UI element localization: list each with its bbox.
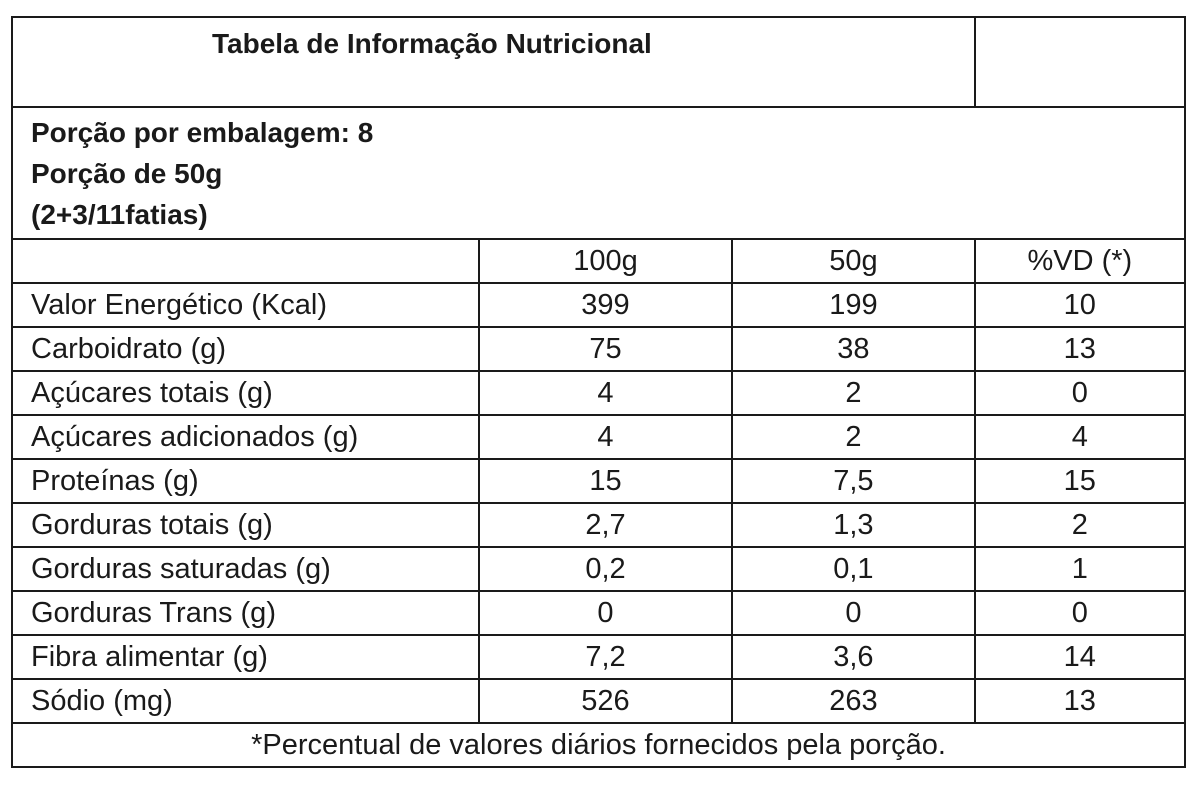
table-row: Gorduras saturadas (g) 0,2 0,1 1 <box>11 546 1187 592</box>
value-daily-percent: 0 <box>973 590 1187 636</box>
value-daily-percent: 0 <box>973 370 1187 416</box>
value-per-100g: 7,2 <box>477 634 734 680</box>
nutrient-label: Açúcares adicionados (g) <box>11 414 480 460</box>
value-daily-percent: 4 <box>973 414 1187 460</box>
value-per-100g: 0 <box>477 590 734 636</box>
value-per-50g: 3,6 <box>731 634 976 680</box>
footnote: *Percentual de valores diários fornecido… <box>11 722 1186 768</box>
value-per-100g: 75 <box>477 326 734 372</box>
table-row: Valor Energético (Kcal) 399 199 10 <box>11 282 1187 328</box>
value-daily-percent: 10 <box>973 282 1187 328</box>
value-per-50g: 1,3 <box>731 502 976 548</box>
table-row: Gorduras totais (g) 2,7 1,3 2 <box>11 502 1187 548</box>
table-row: Fibra alimentar (g) 7,2 3,6 14 <box>11 634 1187 680</box>
value-per-50g: 0 <box>731 590 976 636</box>
footnote-row: *Percentual de valores diários fornecido… <box>11 722 1186 768</box>
value-per-100g: 526 <box>477 678 734 724</box>
table-title: Tabela de Informação Nutricional <box>212 28 652 59</box>
nutrient-label: Gorduras Trans (g) <box>11 590 480 636</box>
value-per-50g: 2 <box>731 414 976 460</box>
value-per-50g: 263 <box>731 678 976 724</box>
table-row: Açúcares adicionados (g) 4 2 4 <box>11 414 1187 460</box>
table-row: Sódio (mg) 526 263 13 <box>11 678 1187 724</box>
value-daily-percent: 14 <box>973 634 1187 680</box>
value-per-100g: 15 <box>477 458 734 504</box>
table-row: Açúcares totais (g) 4 2 0 <box>11 370 1187 416</box>
title-cell: Tabela de Informação Nutricional <box>11 16 976 108</box>
value-daily-percent: 13 <box>973 678 1187 724</box>
value-per-100g: 2,7 <box>477 502 734 548</box>
column-header-100g: 100g <box>477 238 734 284</box>
nutrient-label: Valor Energético (Kcal) <box>11 282 480 328</box>
value-daily-percent: 13 <box>973 326 1187 372</box>
nutrient-label: Proteínas (g) <box>11 458 480 504</box>
nutrient-label: Açúcares totais (g) <box>11 370 480 416</box>
value-per-100g: 399 <box>477 282 734 328</box>
value-per-50g: 38 <box>731 326 976 372</box>
column-header-row: 100g 50g %VD (*) <box>11 238 1187 284</box>
nutrient-label: Gorduras totais (g) <box>11 502 480 548</box>
title-empty-cell <box>973 16 1187 108</box>
value-per-50g: 0,1 <box>731 546 976 592</box>
nutrient-label: Sódio (mg) <box>11 678 480 724</box>
value-per-100g: 0,2 <box>477 546 734 592</box>
title-row: Tabela de Informação Nutricional <box>11 16 1187 108</box>
value-daily-percent: 2 <box>973 502 1187 548</box>
value-per-100g: 4 <box>477 414 734 460</box>
table-row: Gorduras Trans (g) 0 0 0 <box>11 590 1187 636</box>
serving-size: Porção de 50g <box>31 157 223 189</box>
nutrient-label: Carboidrato (g) <box>11 326 480 372</box>
value-per-50g: 7,5 <box>731 458 976 504</box>
serving-row: Porção por embalagem: 8 Porção de 50g (2… <box>11 106 1186 240</box>
table-row: Carboidrato (g) 75 38 13 <box>11 326 1187 372</box>
value-per-100g: 4 <box>477 370 734 416</box>
nutrition-table: Tabela de Informação Nutricional Porção … <box>11 16 1187 768</box>
column-header-empty <box>11 238 480 284</box>
value-per-50g: 199 <box>731 282 976 328</box>
serving-cell: Porção por embalagem: 8 Porção de 50g (2… <box>11 106 1186 240</box>
nutrient-label: Gorduras saturadas (g) <box>11 546 480 592</box>
table-row: Proteínas (g) 15 7,5 15 <box>11 458 1187 504</box>
column-header-vd: %VD (*) <box>973 238 1187 284</box>
serving-slices: (2+3/11fatias) <box>31 198 208 230</box>
nutrient-label: Fibra alimentar (g) <box>11 634 480 680</box>
column-header-50g: 50g <box>731 238 976 284</box>
servings-per-package: Porção por embalagem: 8 <box>31 116 374 148</box>
value-per-50g: 2 <box>731 370 976 416</box>
value-daily-percent: 1 <box>973 546 1187 592</box>
value-daily-percent: 15 <box>973 458 1187 504</box>
